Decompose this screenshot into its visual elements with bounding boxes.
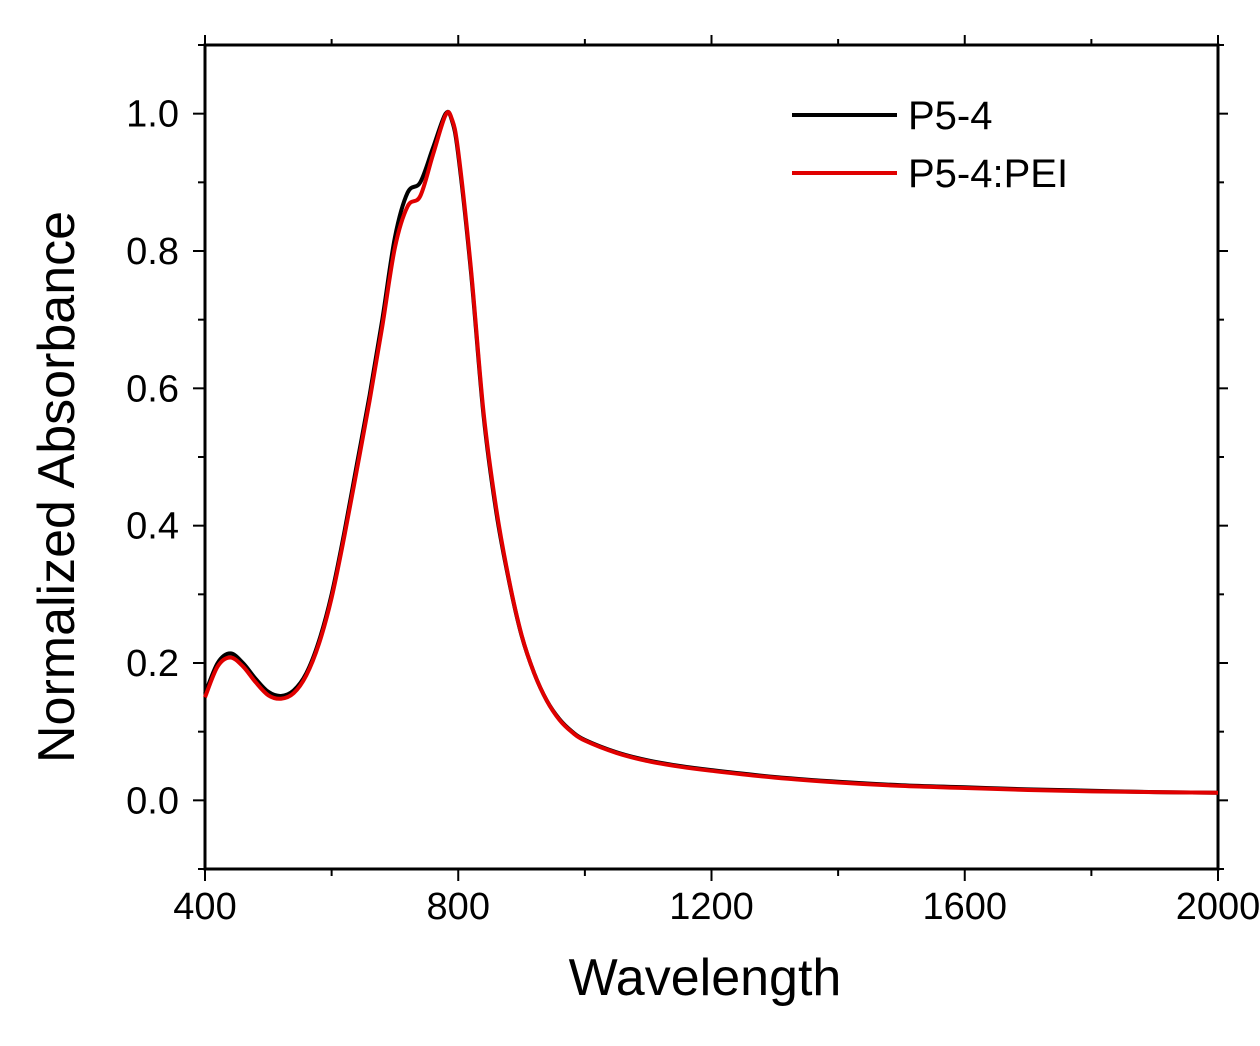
x-axis-title: Wavelength xyxy=(569,949,842,1007)
y-tick-label: 0.8 xyxy=(126,231,179,273)
x-tick-label: 800 xyxy=(427,886,490,928)
x-tick-label: 1600 xyxy=(922,886,1007,928)
y-axis-title: Normalized Absorbance xyxy=(28,211,86,763)
series-layer xyxy=(203,109,1219,795)
legend-label-2: P5-4:PEI xyxy=(908,152,1068,196)
y-tick-label: 0.0 xyxy=(126,780,179,822)
y-tick-label: 1.0 xyxy=(126,94,179,136)
series-line-2 xyxy=(203,110,1219,795)
y-tick-label: 0.4 xyxy=(126,506,179,548)
legend: P5-4 P5-4:PEI xyxy=(792,94,1068,196)
y-tick-label: 0.2 xyxy=(126,643,179,685)
x-tick-label: 1200 xyxy=(669,886,754,928)
series-line-1 xyxy=(203,109,1219,795)
y-tick-label: 0.6 xyxy=(126,368,179,410)
y-axis-ticks: 0.0 0.2 0.4 0.6 0.8 1.0 xyxy=(126,44,1228,870)
x-axis-ticks: 400 800 1200 1600 2000 xyxy=(173,35,1260,928)
x-tick-label: 2000 xyxy=(1176,886,1260,928)
x-tick-label: 400 xyxy=(173,886,236,928)
legend-label-1: P5-4 xyxy=(908,94,993,138)
